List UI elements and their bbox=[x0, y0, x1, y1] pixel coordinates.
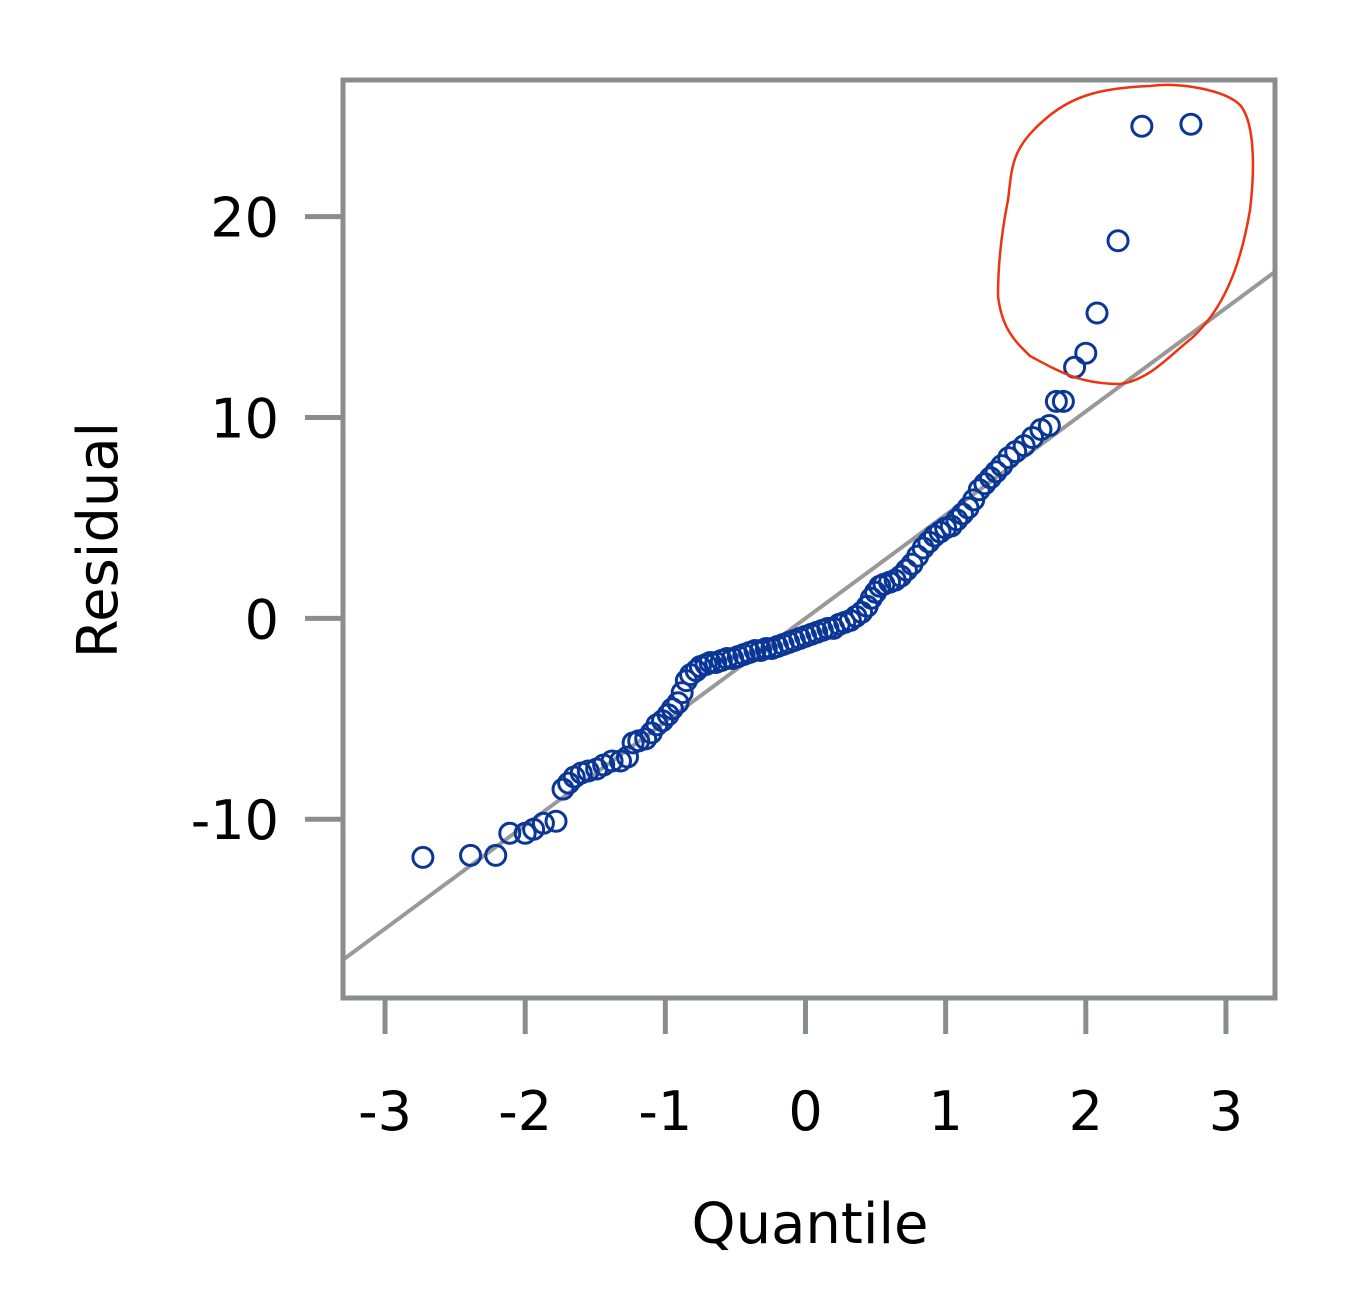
data-point bbox=[1085, 301, 1109, 325]
x-axis: -3 -2 -1 0 1 2 3 bbox=[358, 1000, 1243, 1143]
data-point bbox=[1074, 341, 1098, 365]
data-point bbox=[1044, 389, 1068, 413]
data-point bbox=[1130, 114, 1154, 138]
data-point bbox=[498, 821, 522, 845]
data-point bbox=[950, 502, 974, 526]
data-point bbox=[616, 745, 640, 769]
data-point bbox=[459, 843, 483, 867]
y-tick-label: 20 bbox=[210, 187, 279, 250]
x-tick-label: 3 bbox=[1209, 1080, 1243, 1143]
x-tick-label: 1 bbox=[928, 1080, 962, 1143]
y-axis-title: Residual bbox=[66, 422, 131, 659]
y-tick-label: 10 bbox=[210, 387, 279, 450]
data-point bbox=[634, 727, 658, 751]
data-point bbox=[411, 845, 435, 869]
y-axis: -10 0 10 20 bbox=[191, 187, 341, 852]
plot-frame bbox=[340, 77, 1278, 1001]
data-point bbox=[894, 558, 918, 582]
data-point bbox=[557, 771, 581, 795]
data-point bbox=[666, 691, 690, 715]
data-point bbox=[600, 749, 624, 773]
data-point bbox=[1179, 112, 1203, 136]
data-point bbox=[1051, 389, 1075, 413]
x-axis-title: Quantile bbox=[692, 1192, 929, 1257]
data-point bbox=[484, 843, 508, 867]
data-point bbox=[928, 520, 952, 544]
data-point bbox=[1106, 229, 1130, 253]
x-tick-label: -1 bbox=[638, 1080, 692, 1143]
data-point bbox=[544, 809, 568, 833]
data-point bbox=[670, 681, 694, 705]
x-tick-label: 0 bbox=[788, 1080, 822, 1143]
reference-line-layer bbox=[343, 270, 1275, 962]
y-tick-label: 0 bbox=[245, 588, 279, 651]
reference-line bbox=[343, 270, 1275, 962]
data-point bbox=[1037, 414, 1061, 438]
x-tick-label: -2 bbox=[498, 1080, 552, 1143]
data-point bbox=[531, 811, 555, 835]
data-point bbox=[984, 460, 1008, 484]
y-tick-label: -10 bbox=[191, 789, 279, 852]
outlier-highlight-outline bbox=[996, 83, 1255, 386]
points-layer bbox=[411, 112, 1203, 869]
data-point bbox=[576, 759, 600, 783]
data-point bbox=[997, 446, 1021, 470]
data-point bbox=[660, 697, 684, 721]
x-tick-label: -3 bbox=[358, 1080, 412, 1143]
x-tick-label: 2 bbox=[1069, 1080, 1103, 1143]
